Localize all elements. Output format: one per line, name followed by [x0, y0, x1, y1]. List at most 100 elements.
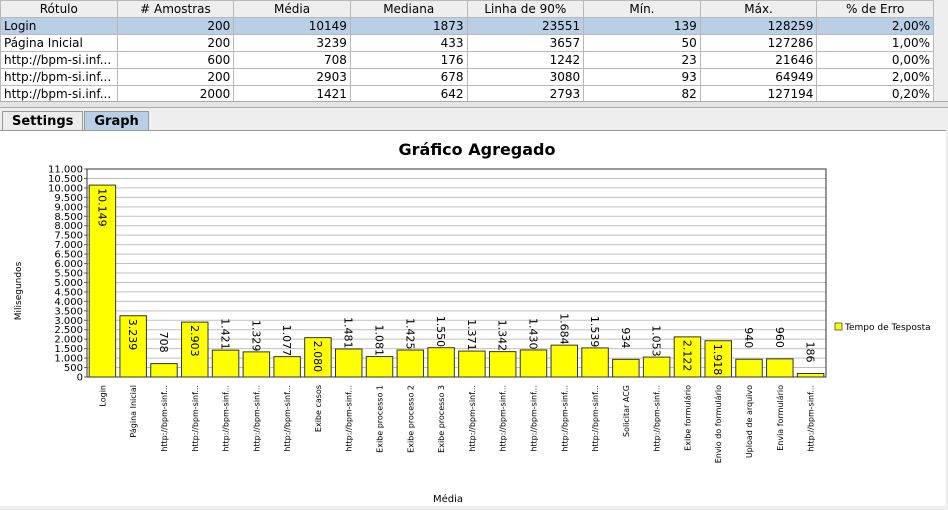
y-tick-label: 6.500: [54, 250, 83, 261]
y-tick-label: 8.000: [54, 221, 83, 232]
table-cell: Login: [0, 17, 118, 35]
x-tick-label: http://bpm-sinf...: [560, 385, 569, 452]
results-table: Rótulo # Amostras Média Mediana Linha de 90%…: [0, 0, 934, 103]
x-tick-label: Exibe processo 1: [376, 385, 385, 453]
table-cell: 3657: [466, 34, 585, 52]
x-tick-label: Exibe processo 3: [437, 385, 446, 453]
bar-value-label: 1.539: [588, 316, 601, 348]
bar-value-label: 1.077: [280, 325, 293, 357]
table-cell: 200: [116, 17, 235, 35]
y-tick-label: 8.500: [54, 212, 83, 223]
tab[interactable]: Settings: [2, 111, 84, 131]
bar: [673, 336, 702, 378]
table-cell: 64949: [699, 68, 818, 86]
bar: [242, 351, 271, 378]
bar-value-label: 2.903: [188, 325, 201, 357]
bar-value-label: 1.425: [403, 318, 416, 350]
y-tick-label: 2.500: [54, 325, 83, 336]
y-tick-label: 7.500: [54, 231, 83, 242]
x-tick-label: http://bpm-sinf...: [468, 385, 477, 452]
table-cell: 3080: [466, 68, 585, 86]
table-cell: 678: [349, 68, 468, 86]
table-row[interactable]: http://bpm-si.inf... 2000 1421 642 2793 82 127…: [0, 85, 934, 103]
bar-value-label: 1.918: [711, 344, 724, 376]
table-cell: Página Inicial: [0, 34, 118, 52]
column-header: Linha de 90%: [466, 0, 585, 18]
table-cell: 23: [583, 51, 701, 69]
x-tick-label: http://bpm-sinf...: [591, 385, 600, 452]
tab[interactable]: Graph: [84, 111, 149, 131]
bar-value-label: 2.080: [311, 341, 324, 373]
bar-value-label: 1.550: [434, 316, 447, 348]
bar: [796, 372, 825, 378]
bar-value-label: 934: [619, 327, 632, 348]
y-tick-label: 5.000: [54, 278, 83, 289]
table-cell: http://bpm-si.inf...: [0, 51, 118, 69]
bar-value-label: 1.053: [650, 325, 663, 357]
x-tick-label: http://bpm-sinf...: [499, 385, 508, 452]
chart-title: Gráfico Agregado: [399, 140, 556, 159]
bar: [766, 358, 794, 378]
graph-panel: Gráfico Agregado Milisegundos Média 0 500…: [0, 130, 946, 506]
bar-value-label: 940: [742, 327, 755, 348]
legend-swatch: [834, 322, 843, 331]
table-row[interactable]: Página Inicial 200 3239 433 3657 50 127286 1,00…: [0, 34, 934, 52]
y-tick-label: 4.000: [54, 297, 83, 308]
y-tick-label: 500: [64, 363, 83, 374]
y-tick-label: 1.500: [54, 344, 83, 355]
y-tick-label: 4.500: [54, 287, 83, 298]
table-cell: 23551: [466, 17, 585, 35]
table-row[interactable]: http://bpm-si.inf... 600 708 176 1242 23 21646…: [0, 51, 934, 69]
column-header: Máx.: [699, 0, 818, 18]
x-tick-label: http://bpm-sinf...: [222, 385, 231, 452]
y-tick-label: 1.000: [54, 354, 83, 365]
bar: [642, 356, 671, 378]
table-cell: 139: [583, 17, 701, 35]
table-cell: 600: [116, 51, 235, 69]
bar: [519, 349, 548, 378]
y-tick-label: 6.000: [54, 259, 83, 270]
x-tick-label: Exibe formulário: [683, 385, 692, 451]
column-header: % de Erro: [816, 0, 934, 18]
table-cell: 127194: [699, 85, 818, 103]
table-cell: 2,00%: [816, 68, 934, 86]
table-cell: 642: [349, 85, 468, 103]
y-tick-label: 11.000: [48, 165, 83, 176]
x-tick-label: Solicitar ACG: [622, 385, 631, 437]
x-tick-label: Envio do formulário: [714, 385, 723, 463]
x-tick-label: Página Inicial: [129, 385, 138, 438]
x-tick-label: Login: [98, 385, 107, 407]
column-header: Média: [233, 0, 351, 18]
table-cell: 2000: [116, 85, 235, 103]
x-tick-label: Exibe casos: [314, 385, 323, 432]
bar: [304, 337, 332, 378]
bar: [211, 349, 240, 378]
bar-value-label: 1.329: [249, 320, 262, 352]
table-row[interactable]: http://bpm-si.inf... 200 2903 678 3080 93 6494…: [0, 68, 934, 86]
y-tick-label: 9.500: [54, 193, 83, 204]
bar-value-label: 2.122: [680, 340, 693, 372]
y-tick-label: 3.500: [54, 306, 83, 317]
column-header: Rótulo: [0, 0, 118, 18]
y-tick-label: 10.000: [48, 183, 83, 194]
legend-label: Tempo de Tesposta: [844, 323, 931, 333]
table-cell: 128259: [699, 17, 818, 35]
bar: [273, 356, 301, 378]
bar: [181, 321, 209, 378]
table-cell: 2903: [233, 68, 351, 86]
x-tick-label: http://bpm-sinf...: [653, 385, 662, 452]
bar: [88, 184, 117, 378]
table-cell: http://bpm-si.inf...: [0, 68, 118, 86]
bar: [550, 344, 579, 378]
table-cell: 200: [116, 34, 235, 52]
bar: [427, 347, 455, 378]
table-cell: 10149: [233, 17, 351, 35]
table-cell: 1242: [466, 51, 585, 69]
table-row[interactable]: Login 200 10149 1873 23551 139 128259 2,00%: [0, 17, 934, 35]
splitter[interactable]: [0, 101, 948, 108]
y-tick-label: 10.500: [48, 174, 83, 185]
bar: [365, 356, 394, 378]
bar-value-label: 186: [804, 341, 817, 362]
table-cell: 433: [349, 34, 468, 52]
bar: [334, 348, 363, 378]
